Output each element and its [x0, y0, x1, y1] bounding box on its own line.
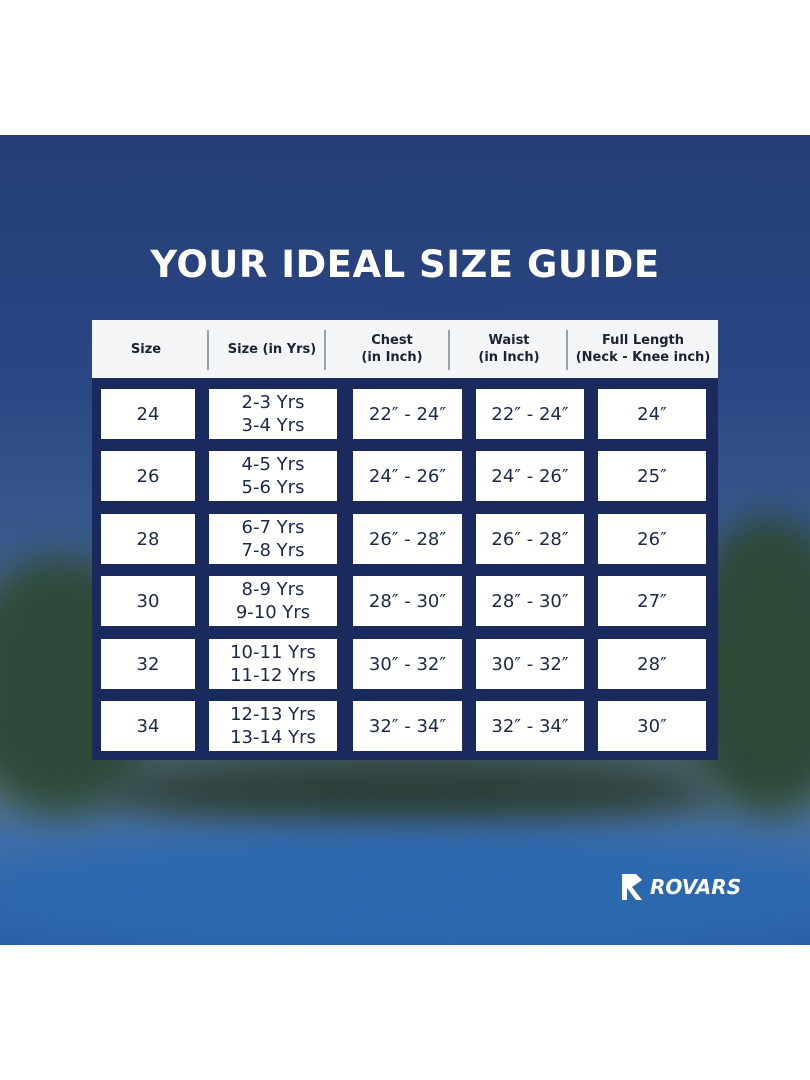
table-cell: 26: [101, 451, 195, 501]
table-cell: 32″ - 34″: [353, 701, 462, 751]
table-cell: 24″: [598, 389, 706, 439]
brand-logo: ROVARS: [620, 872, 741, 902]
table-cell: 30″: [598, 701, 706, 751]
table-header: Size Size (in Yrs) Chest (in Inch) Waist (in …: [92, 320, 718, 378]
column-header: Chest (in Inch): [361, 333, 423, 365]
table-cell: 12-13 Yrs 13-14 Yrs: [209, 701, 337, 751]
column-header: Size (in Yrs): [227, 341, 317, 357]
table-cell: 28″ - 30″: [353, 576, 462, 626]
table-cell: 32: [101, 639, 195, 689]
table-cell: 22″ - 24″: [476, 389, 584, 439]
size-table: Size Size (in Yrs) Chest (in Inch) Waist (in …: [92, 320, 718, 760]
table-cell: 28″: [598, 639, 706, 689]
table-cell: 6-7 Yrs 7-8 Yrs: [209, 514, 337, 564]
table-cell: 27″: [598, 576, 706, 626]
table-cell: 26″ - 28″: [476, 514, 584, 564]
brand-name: ROVARS: [650, 875, 742, 899]
header-divider: [566, 330, 568, 370]
table-cell: 26″ - 28″: [353, 514, 462, 564]
column-header: Waist (in Inch): [478, 333, 540, 365]
table-cell: 2-3 Yrs 3-4 Yrs: [209, 389, 337, 439]
table-cell: 26″: [598, 514, 706, 564]
background-trees: [100, 755, 720, 825]
table-cell: 24″ - 26″: [353, 451, 462, 501]
page-title: YOUR IDEAL SIZE GUIDE: [150, 243, 660, 286]
table-cell: 22″ - 24″: [353, 389, 462, 439]
column-header: Full Length (Neck - Knee inch): [575, 333, 711, 365]
table-cell: 10-11 Yrs 11-12 Yrs: [209, 639, 337, 689]
table-cell: 25″: [598, 451, 706, 501]
table-cell: 32″ - 34″: [476, 701, 584, 751]
table-cell: 30″ - 32″: [353, 639, 462, 689]
background-pool: [0, 835, 810, 945]
size-guide-poster: YOUR IDEAL SIZE GUIDE Size Size (in Yrs) C…: [0, 135, 810, 945]
header-divider: [448, 330, 450, 370]
header-divider: [324, 330, 326, 370]
rovars-r-logo-icon: [622, 874, 642, 900]
column-header: Size: [130, 341, 162, 357]
table-cell: 30″ - 32″: [476, 639, 584, 689]
table-cell: 24″ - 26″: [476, 451, 584, 501]
header-divider: [207, 330, 209, 370]
table-cell: 28: [101, 514, 195, 564]
table-cell: 30: [101, 576, 195, 626]
table-cell: 24: [101, 389, 195, 439]
table-cell: 34: [101, 701, 195, 751]
table-cell: 4-5 Yrs 5-6 Yrs: [209, 451, 337, 501]
table-cell: 28″ - 30″: [476, 576, 584, 626]
table-cell: 8-9 Yrs 9-10 Yrs: [209, 576, 337, 626]
